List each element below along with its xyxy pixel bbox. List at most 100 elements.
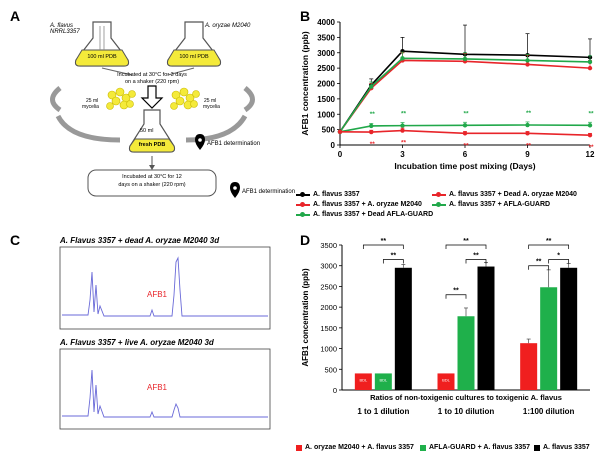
x-tick-label: 6 [463,150,468,159]
significance-label: ** [526,142,532,149]
legend-d-item: A. oryzae M2040 + A. flavus 3357 [296,444,414,451]
legend-swatch [296,211,310,217]
mycelia-left-line2: mycelia [82,104,99,110]
y-tick-label: 3000 [317,49,335,58]
significance-bracket [548,259,570,264]
mycelia-left [106,87,136,110]
y-tick-label: 500 [322,126,336,135]
data-point [337,129,343,134]
flask-right-medium: 100 ml PDB [179,54,209,60]
legend-swatch [296,201,310,207]
series-line [339,57,591,133]
bar [477,266,495,390]
significance-label: ** [391,253,397,260]
chromatogram-bottom-peak-label: AFB1 [147,383,168,392]
bar [354,373,372,390]
data-point [400,123,405,128]
mycelia-left-line1: 25 ml [86,98,99,104]
category-label: 1 to 1 dilution [357,407,409,416]
data-point [462,56,468,62]
mycelia-right [170,87,200,110]
significance-label: ** [526,110,532,117]
chromatogram-bottom-title: A. Flavus 3357 + live A. oryzae M2040 3d [60,338,214,347]
flask-fresh [128,109,176,153]
y-tick-label: 0 [331,141,336,150]
significance-label: ** [401,111,407,118]
significance-label: * [557,253,560,260]
panel-d-bar-chart: 0 500 1000 1500 2000 2500 3000 3500 AFB1 concent… [301,238,590,416]
chromatogram-top-frame [59,246,271,330]
data-point [587,132,593,138]
significance-label: ** [370,141,376,148]
incubation-2-line1: Incubated at 30°C for 12 [122,174,182,180]
panel-c-chromatograms [59,246,271,430]
y-tick-label: 3500 [320,241,337,250]
data-point [525,62,530,67]
chromatogram-bottom-trace [62,369,268,418]
legend-swatch [296,444,302,451]
mycelia-right-line2: mycelia [203,104,220,110]
significance-label: ** [463,142,469,149]
data-point [525,131,530,136]
legend-label: A. flavus 3357 + Dead AFLA-GUARD [313,211,434,218]
data-point [587,65,593,71]
legend-label: A. flavus 3357 + Dead A. oryzae M2040 [449,191,577,198]
y-tick-label: 3500 [317,33,335,42]
flask-left [74,21,130,67]
y-tick-label: 500 [324,365,337,374]
significance-label: ** [463,110,469,117]
y-tick-label: 1000 [320,345,337,354]
x-axis-label: Ratios of non-toxigenic cultures to toxi… [370,393,562,402]
legend-label: AFLA-GUARD + A. flavus 3357 [429,444,531,451]
significance-label: ** [546,238,552,245]
data-point [400,56,405,61]
legend-swatch [420,444,426,451]
x-tick-label: 0 [338,150,343,159]
legend-swatch [534,444,540,451]
chromatogram-top-title: A. Flavus 3357 + dead A. oryzae M2040 3d [60,236,220,245]
legend-b-item: A. flavus 3357 [296,191,360,198]
legend-swatch [296,191,310,197]
significance-bracket [362,244,404,249]
legend-swatch [432,191,446,197]
data-point [369,84,374,89]
panel-letter-d: D [300,232,311,248]
pin-icon [230,182,240,198]
significance-label: ** [588,144,594,151]
significance-bracket [445,244,487,249]
data-point [587,123,593,128]
y-axis-label: AFB1 concentration (ppb) [300,31,310,136]
panel-a-schematic [50,21,255,198]
significance-bracket [528,244,570,249]
legend-b-item: A. flavus 3357 + Dead AFLA-GUARD [296,211,433,218]
bar [520,343,538,390]
flask-right-label: A. oryzae M2040 [205,23,251,29]
chromatogram-top-peak-label: AFB1 [147,290,168,299]
significance-bracket [382,259,404,264]
significance-bracket [445,294,467,299]
significance-label: ** [401,140,407,147]
y-tick-label: 1500 [317,95,335,104]
data-point [525,122,530,128]
panel-letter-c: C [10,232,21,248]
afb1-determination-1: AFB1 determination [207,141,261,147]
bar-label: BDL [442,378,451,383]
y-tick-label: 2500 [317,64,335,73]
panel-letter-a: A [10,8,21,24]
significance-label: ** [370,111,376,118]
incubation-2-line2: days on a shaker (220 rpm) [118,182,186,188]
flask-left-medium: 100 ml PDB [87,54,117,60]
panel-letter-b: B [300,8,311,24]
significance-label: ** [463,238,469,245]
significance-label: ** [536,259,542,266]
legend-label: A. oryzae M2040 + A. flavus 3357 [305,444,414,451]
y-tick-label: 2000 [317,80,335,89]
fresh-flask-volume: 50 ml [140,128,154,134]
legend-label: A. flavus 3357 [313,191,360,198]
significance-bracket [465,259,487,264]
data-point [369,123,374,129]
data-point [369,129,374,135]
category-label: 1 to 10 dilution [438,407,495,416]
pin-icon [195,134,205,150]
legend-label: A. flavus 3357 + AFLA-GUARD [449,201,551,208]
